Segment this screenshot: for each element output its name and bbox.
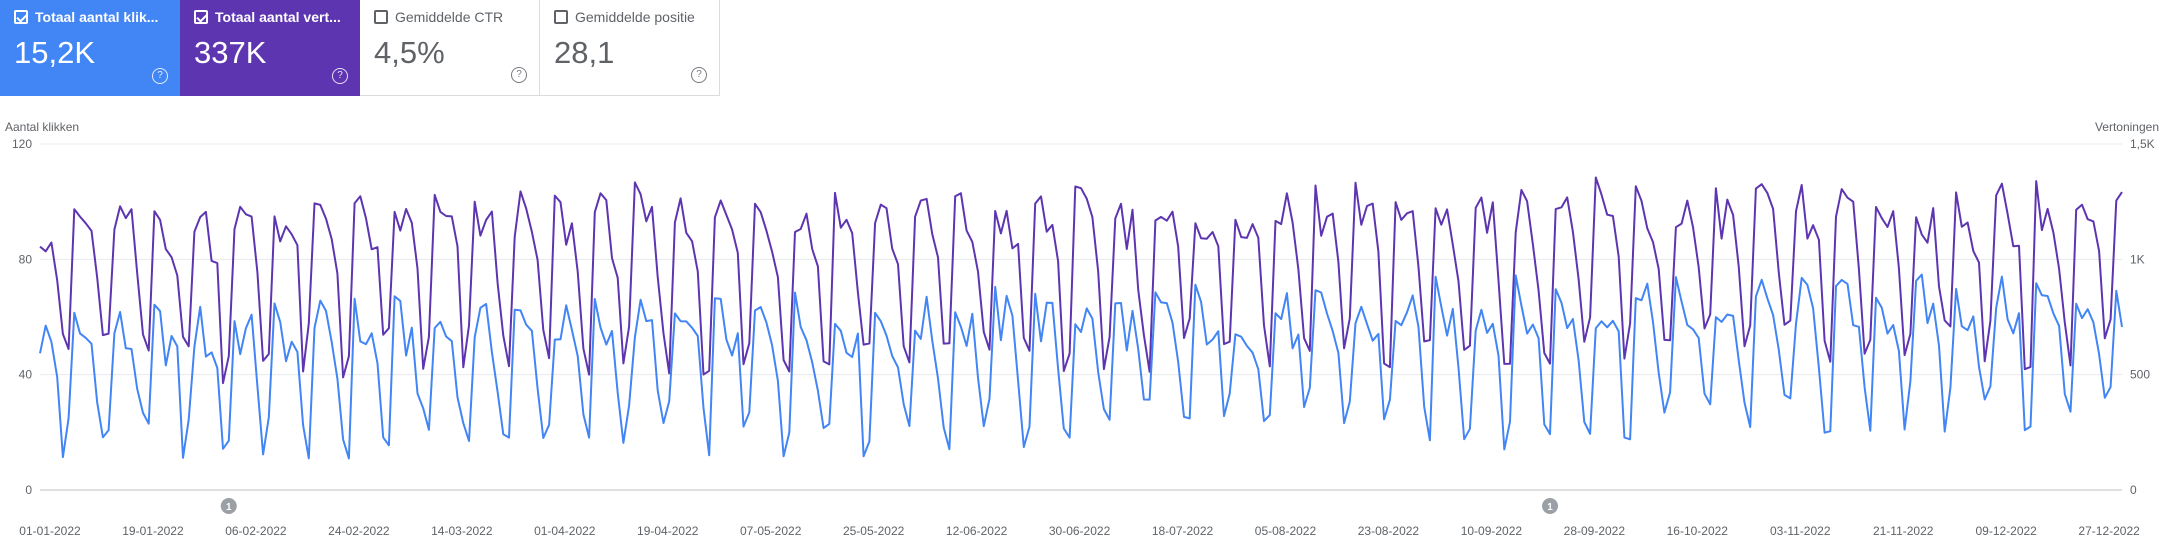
y-tick-label: 40 xyxy=(19,368,33,382)
x-tick-label: 27-12-2022 xyxy=(2078,524,2140,538)
impressions-card[interactable]: Totaal aantal vert... 337K ? xyxy=(180,0,360,96)
y-tick-label: 80 xyxy=(19,252,33,266)
clicks-card[interactable]: Totaal aantal klik... 15,2K ? xyxy=(0,0,180,96)
impressions-card-label: Totaal aantal vert... xyxy=(215,9,341,25)
clicks-card-header: Totaal aantal klik... xyxy=(14,9,158,25)
position-card-label: Gemiddelde positie xyxy=(575,9,695,25)
x-tick-label: 25-05-2022 xyxy=(843,524,905,538)
x-tick-label: 09-12-2022 xyxy=(1975,524,2037,538)
x-tick-label: 10-09-2022 xyxy=(1461,524,1523,538)
impressions-card-header: Totaal aantal vert... xyxy=(194,9,341,25)
x-tick-label: 19-01-2022 xyxy=(122,524,184,538)
help-icon[interactable]: ? xyxy=(152,68,168,84)
x-tick-label: 21-11-2022 xyxy=(1873,524,1934,538)
annotation-label: 1 xyxy=(1547,502,1553,513)
x-tick-label: 07-05-2022 xyxy=(740,524,802,538)
x-tick-label: 16-10-2022 xyxy=(1667,524,1729,538)
y2-tick-label: 500 xyxy=(2130,368,2150,382)
x-tick-label: 01-04-2022 xyxy=(534,524,596,538)
annotation-label: 1 xyxy=(226,502,232,513)
y-tick-label: 120 xyxy=(12,137,32,151)
impressions-line xyxy=(39,176,2123,385)
ctr-card-header: Gemiddelde CTR xyxy=(374,9,503,25)
y2-tick-label: 1,5K xyxy=(2130,137,2155,151)
help-icon[interactable]: ? xyxy=(332,68,348,84)
help-icon[interactable]: ? xyxy=(511,67,527,83)
clicks-line xyxy=(39,273,2123,460)
clicks-card-label: Totaal aantal klik... xyxy=(35,9,159,25)
y2-tick-label: 0 xyxy=(2130,483,2137,497)
x-tick-label: 30-06-2022 xyxy=(1049,524,1111,538)
annotation-marker xyxy=(1542,498,1559,514)
ctr-card[interactable]: Gemiddelde CTR 4,5% ? xyxy=(360,0,540,96)
checkbox-checked-icon[interactable] xyxy=(14,10,28,24)
clicks-card-value: 15,2K xyxy=(14,35,96,70)
position-card-header: Gemiddelde positie xyxy=(554,9,695,25)
position-card-value: 28,1 xyxy=(554,35,615,70)
annotation-marker xyxy=(220,498,237,514)
position-card[interactable]: Gemiddelde positie 28,1 ? xyxy=(540,0,720,96)
y-tick-label: 0 xyxy=(25,483,32,497)
x-tick-label: 12-06-2022 xyxy=(946,524,1008,538)
checkbox-checked-icon[interactable] xyxy=(194,10,208,24)
metric-cards: Totaal aantal klik... 15,2K ? Totaal aan… xyxy=(0,0,720,96)
y2-tick-label: 1K xyxy=(2130,252,2145,266)
ctr-card-value: 4,5% xyxy=(374,35,445,70)
x-tick-label: 18-07-2022 xyxy=(1152,524,1214,538)
help-icon[interactable]: ? xyxy=(691,67,707,83)
x-tick-label: 14-03-2022 xyxy=(431,524,493,538)
x-tick-label: 05-08-2022 xyxy=(1255,524,1317,538)
x-tick-label: 23-08-2022 xyxy=(1358,524,1420,538)
left-axis-title: Aantal klikken xyxy=(5,120,80,134)
x-tick-label: 01-01-2022 xyxy=(19,524,81,538)
x-tick-label: 06-02-2022 xyxy=(225,524,287,538)
right-axis-title: Vertoningen xyxy=(2094,120,2159,134)
x-tick-label: 19-04-2022 xyxy=(637,524,699,538)
x-tick-label: 03-11-2022 xyxy=(1770,524,1831,538)
checkbox-unchecked-icon[interactable] xyxy=(374,10,388,24)
ctr-card-label: Gemiddelde CTR xyxy=(395,9,504,25)
x-tick-label: 28-09-2022 xyxy=(1564,524,1626,538)
impressions-card-value: 337K xyxy=(194,35,267,70)
checkbox-unchecked-icon[interactable] xyxy=(554,10,568,24)
x-tick-label: 24-02-2022 xyxy=(328,524,390,538)
